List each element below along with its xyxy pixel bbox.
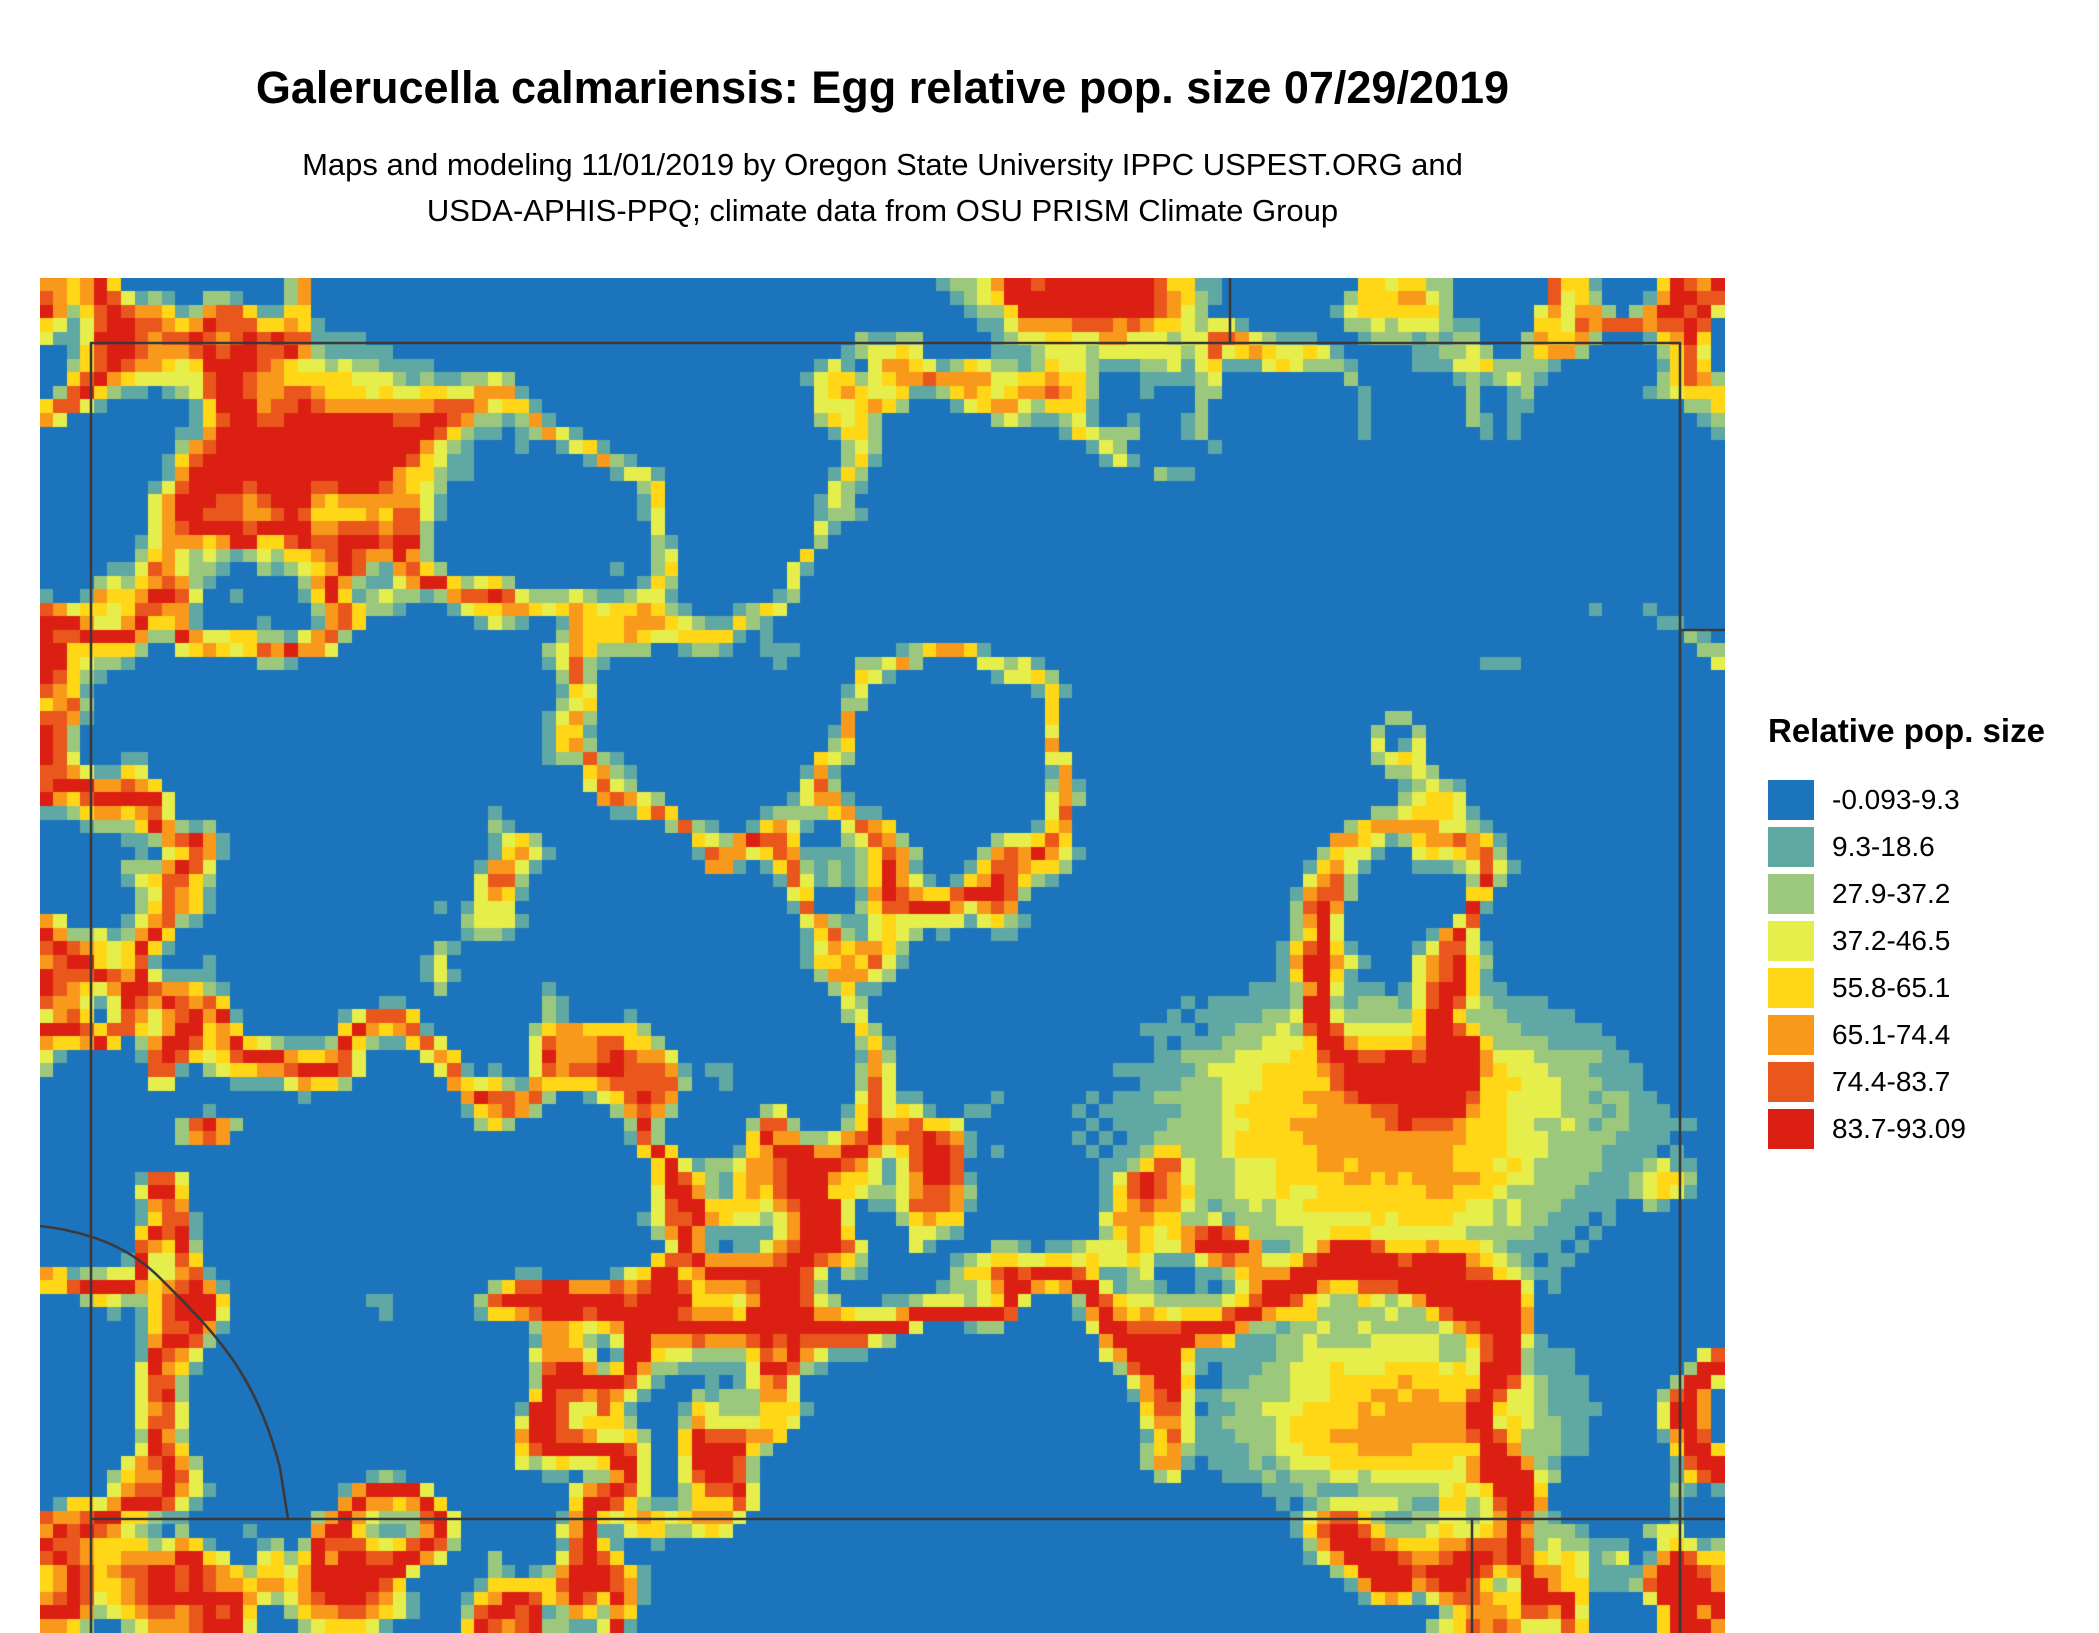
legend-title: Relative pop. size (1768, 712, 2045, 749)
population-raster-map (40, 278, 1725, 1633)
legend-item: 74.4-83.7 (1768, 1058, 2093, 1105)
legend-item: 65.1-74.4 (1768, 1011, 2093, 1058)
legend-color-swatch (1768, 1108, 1814, 1149)
legend-color-swatch (1768, 967, 1814, 1008)
map-header: Galerucella calmariensis: Egg relative p… (40, 62, 1725, 236)
legend-item: 37.2-46.5 (1768, 917, 2093, 964)
legend-color-swatch (1768, 1014, 1814, 1055)
legend-item: 27.9-37.2 (1768, 870, 2093, 917)
legend-color-swatch (1768, 873, 1814, 914)
legend-label: -0.093-9.3 (1832, 783, 1960, 815)
legend: Relative pop. size -0.093-9.3 9.3-18.6 27.… (1768, 712, 2093, 1152)
legend-items: -0.093-9.3 9.3-18.6 27.9-37.2 37.2-46.5 55.8… (1768, 776, 2093, 1152)
legend-label: 74.4-83.7 (1832, 1065, 1951, 1097)
raster-map-canvas (40, 278, 1725, 1633)
map-subtitle-line1: Maps and modeling 11/01/2019 by Oregon S… (302, 147, 1463, 182)
legend-label: 37.2-46.5 (1832, 924, 1951, 956)
legend-item: -0.093-9.3 (1768, 776, 2093, 823)
legend-item: 83.7-93.09 (1768, 1105, 2093, 1152)
legend-label: 55.8-65.1 (1832, 971, 1951, 1003)
legend-label: 83.7-93.09 (1832, 1112, 1966, 1144)
legend-label: 65.1-74.4 (1832, 1018, 1951, 1050)
legend-color-swatch (1768, 826, 1814, 867)
legend-color-swatch (1768, 920, 1814, 961)
legend-color-swatch (1768, 779, 1814, 820)
legend-item: 9.3-18.6 (1768, 823, 2093, 870)
map-title: Galerucella calmariensis: Egg relative p… (255, 62, 1510, 113)
legend-color-swatch (1768, 1061, 1814, 1102)
legend-label: 27.9-37.2 (1832, 877, 1951, 909)
legend-item: 55.8-65.1 (1768, 964, 2093, 1011)
map-subtitle-line2: USDA-APHIS-PPQ; climate data from OSU PR… (426, 192, 1339, 228)
legend-label: 9.3-18.6 (1832, 830, 1935, 862)
